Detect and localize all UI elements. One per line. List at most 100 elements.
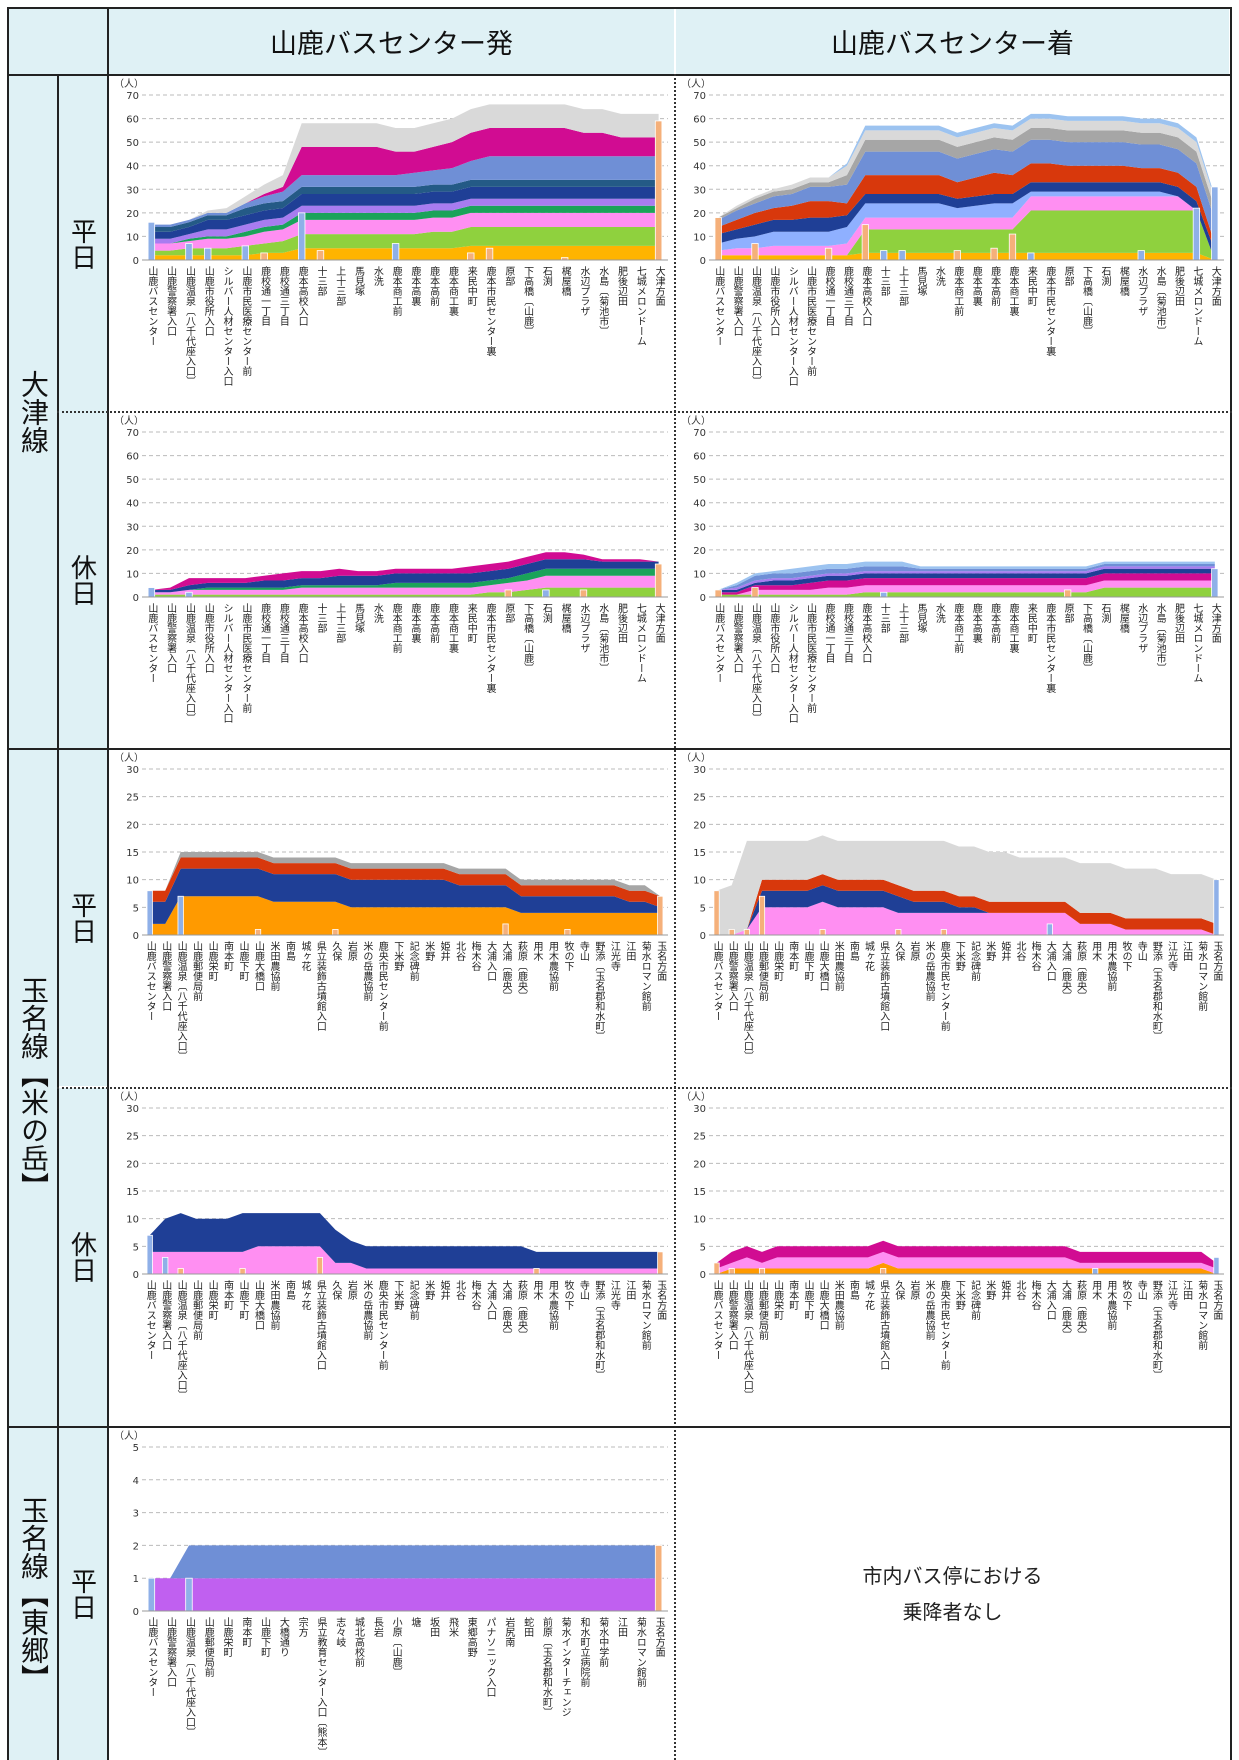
stop-bar (1211, 186, 1219, 261)
x-tick-label: 鹿本商工前 (952, 265, 964, 317)
x-tick-label: 山鹿下町 (237, 941, 249, 981)
x-tick-label: 下高橋〔山鹿〕 (1081, 266, 1093, 336)
grid-yonedake-bottom (7, 1426, 1232, 1428)
x-tick-label: 山鹿警察署入口 (160, 1280, 172, 1350)
stop-bar (1064, 589, 1072, 598)
x-tick-label: 水島〔菊池市〕 (1154, 603, 1166, 673)
y-unit-label: （人） (681, 415, 711, 427)
x-tick-label: 水洗 (933, 603, 945, 624)
stop-bar (1213, 1256, 1220, 1275)
x-tick-label: 鹿本商工前 (390, 602, 402, 654)
stop-bar (654, 120, 663, 261)
x-tick-label: 水島〔菊池市〕 (597, 266, 609, 336)
x-tick-label: 下高橋〔山鹿〕 (1081, 603, 1093, 673)
stop-bar (146, 890, 153, 936)
x-tick-label: 牧の下 (562, 1279, 574, 1311)
y-tick-label: 2 (133, 1541, 139, 1552)
x-tick-label: 山鹿栄町 (206, 1280, 218, 1320)
x-tick-label: シルバー人材センター入口 (786, 603, 798, 723)
chart-svg: （人） 0 5 10 15 20 25 30 山鹿バスセンター 山鹿警察署入口 山鹿温泉〔八千代座入… (114, 1091, 668, 1400)
chart-svg: （人） 0 5 10 15 20 25 30 山鹿バスセンター 山鹿警察署入口 山鹿温泉〔八千代座入… (681, 752, 1224, 1061)
x-tick-label: 萩原〔鹿央〕 (516, 941, 528, 1001)
x-tick-label: 十三部 (315, 602, 327, 634)
stop-bar (940, 929, 947, 936)
x-tick-label: 菊水ロマン館前 (1196, 941, 1208, 1012)
y-tick-label: 20 (693, 820, 706, 831)
x-tick-label: 久保 (330, 1280, 342, 1301)
no-data-message: 市内バス停における 乗降者なし (677, 1429, 1228, 1759)
x-tick-label: 十三部 (878, 602, 890, 634)
x-tick-label: 山鹿大橋口 (253, 941, 265, 991)
x-tick-label: 萩原〔鹿央〕 (1075, 941, 1087, 1001)
x-tick-label: 山鹿バスセンター (146, 266, 158, 346)
stop-bar (751, 243, 759, 261)
x-tick-label: 牧の下 (1120, 940, 1132, 972)
stop-bar (1027, 252, 1035, 261)
area-series-9 (151, 104, 659, 225)
area-series-2 (718, 573, 1215, 595)
x-tick-label: 鹿本市民センター裏 (1044, 265, 1056, 357)
x-tick-label: 下米野 (953, 941, 965, 971)
x-tick-label: 江光寺 (608, 1280, 620, 1310)
y-tick-label: 5 (700, 1242, 706, 1253)
x-tick-label: 肥後辺田 (616, 603, 628, 643)
chart-svg: （人） 0 10 20 30 40 50 60 70 山鹿バスセンター 山鹿警察署入口 山鹿温泉〔八千… (114, 415, 668, 723)
x-tick-label: 山鹿バスセンター (146, 1617, 158, 1697)
x-tick-label: 用木 (531, 1280, 543, 1301)
x-tick-label: 用木 (1090, 941, 1102, 962)
x-tick-label: 山鹿温泉〔八千代座入口〕 (183, 1617, 195, 1737)
y-tick-label: 70 (126, 91, 139, 102)
y-tick-label: 10 (126, 1215, 139, 1226)
area-series-1 (149, 1213, 661, 1269)
y-tick-label: 20 (693, 1159, 706, 1170)
stop-bar (880, 250, 888, 261)
x-tick-label: 記念碑前 (407, 1279, 419, 1321)
y-tick-label: 30 (693, 185, 706, 196)
stop-bar (657, 895, 664, 936)
x-tick-label: 上十三部 (334, 266, 346, 307)
grid-yonedake-split (57, 1087, 1232, 1089)
x-tick-label: 鹿央市民センター前 (376, 1279, 388, 1371)
x-tick-label: 宗方 (296, 1616, 308, 1638)
y-tick-label: 15 (126, 848, 139, 859)
x-tick-label: 鹿本市民センター裏 (1044, 602, 1056, 694)
area-series-0 (151, 245, 659, 260)
y-tick-label: 5 (133, 1242, 139, 1253)
x-tick-label: 山鹿警察署入口 (165, 1617, 177, 1687)
stop-bar (146, 1234, 153, 1275)
x-tick-label: 水辺プラザ (578, 266, 590, 316)
chart-svg: （人） 0 5 10 15 20 25 30 山鹿バスセンター 山鹿警察署入口 山鹿温泉〔八千代座入… (114, 752, 668, 1061)
header-departure: 山鹿バスセンター発 (109, 9, 674, 74)
y-tick-label: 4 (133, 1476, 139, 1487)
y-tick-label: 0 (133, 593, 139, 604)
y-tick-label: 0 (133, 1270, 139, 1281)
area-series-3 (718, 568, 1215, 593)
x-tick-label: 七城メロンドーム (1191, 603, 1203, 683)
x-tick-label: 梅木谷 (469, 940, 481, 972)
x-tick-label: 志々岐 (334, 1616, 346, 1648)
stop-bar (391, 243, 400, 261)
x-tick-label: 城ヶ花 (863, 1280, 875, 1310)
grid-left (7, 7, 9, 1760)
y-tick-label: 0 (133, 931, 139, 942)
x-tick-label: 大浦〔鹿央〕 (1059, 940, 1071, 1001)
x-tick-label: 梅木谷 (1029, 940, 1041, 972)
y-tick-label: 10 (693, 232, 706, 243)
x-tick-label: 馬見塚 (915, 266, 927, 297)
x-tick-label: 鹿本高裏 (409, 602, 421, 644)
area-series-4 (718, 566, 1215, 590)
x-tick-label: 山鹿栄町 (221, 1617, 233, 1657)
x-tick-label: 鹿校通三丁目 (841, 265, 853, 326)
x-tick-label: 山鹿郵便局前 (191, 941, 203, 1002)
line-label-togo: 玉名線【東郷】 (9, 1428, 57, 1760)
x-tick-label: 久保 (893, 941, 905, 962)
y-tick-label: 1 (133, 1574, 139, 1585)
stop-bar (1211, 568, 1219, 598)
stop-bar (743, 929, 750, 936)
x-tick-label: 山鹿下町 (802, 1280, 814, 1320)
area-series-6 (718, 561, 1215, 590)
y-tick-label: 60 (693, 115, 706, 126)
stop-bar (147, 221, 156, 261)
area-series-1 (716, 885, 1217, 935)
row-label-otsu-holiday: 休日 (57, 412, 107, 748)
